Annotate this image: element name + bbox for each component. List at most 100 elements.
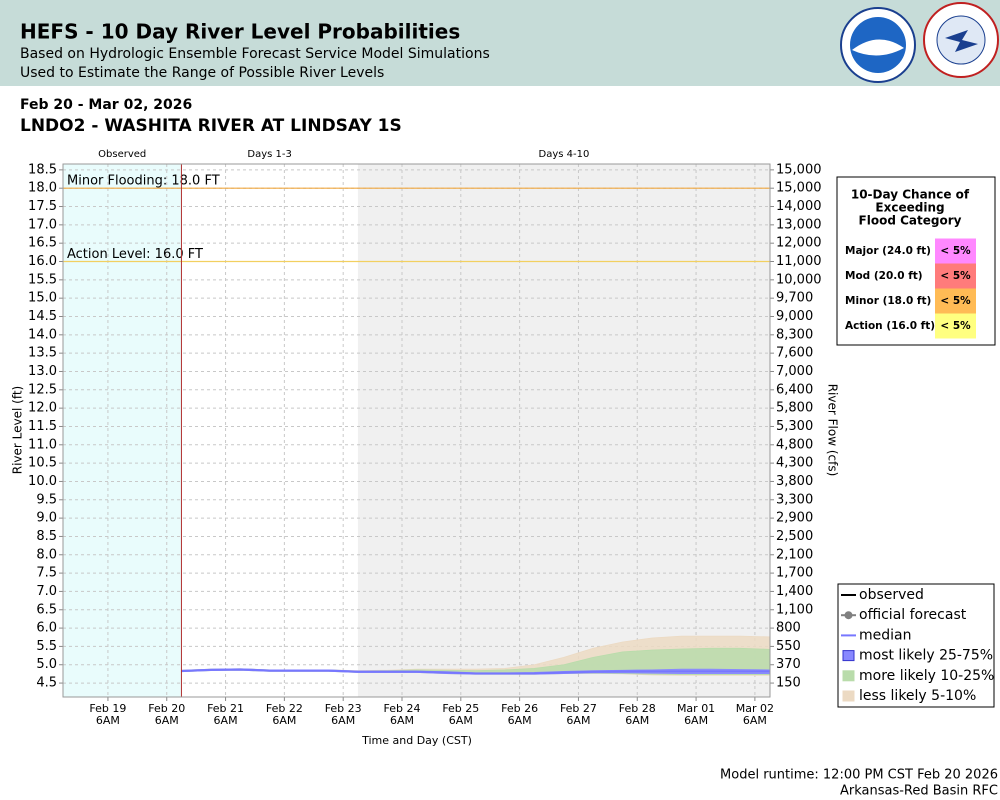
y2-tick-label: 12,000 <box>776 236 822 251</box>
x-tick-label: 6AM <box>508 714 532 727</box>
y2-tick-label: 3,300 <box>776 492 813 507</box>
threshold-label: Action Level: 16.0 FT <box>67 247 203 262</box>
y2-tick-label: 10,000 <box>776 272 822 287</box>
x-tick-label: 6AM <box>96 714 120 727</box>
x-tick-label: 6AM <box>625 714 649 727</box>
flood-table-title: Exceeding <box>875 201 944 215</box>
x-axis-title: Time and Day (CST) <box>361 734 472 747</box>
y-tick-label: 6.0 <box>36 621 57 636</box>
y2-tick-label: 7,000 <box>776 364 813 379</box>
x-tick-label: Feb 19 <box>89 702 126 715</box>
y-tick-label: 13.5 <box>28 346 57 361</box>
x-tick-label: Feb 22 <box>266 702 303 715</box>
legend-marker <box>844 611 853 620</box>
y2-tick-label: 8,300 <box>776 327 813 342</box>
legend-swatch <box>842 670 855 682</box>
y-tick-label: 17.5 <box>28 199 57 214</box>
y-tick-label: 9.0 <box>36 511 57 526</box>
y-tick-label: 8.5 <box>36 529 57 544</box>
y-tick-label: 12.0 <box>28 401 57 416</box>
header-band <box>0 0 1000 86</box>
forecast-region <box>63 164 182 697</box>
flood-chance: < 5% <box>940 320 971 332</box>
x-tick-label: Feb 25 <box>442 702 479 715</box>
y2-tick-label: 6,400 <box>776 382 813 397</box>
y-tick-label: 15.0 <box>28 291 57 306</box>
legend-swatch <box>842 650 855 662</box>
y-tick-label: 5.5 <box>36 639 57 654</box>
legend-label: most likely 25-75% <box>859 648 993 664</box>
y-tick-label: 12.5 <box>28 382 57 397</box>
flood-category: Action (16.0 ft) <box>845 320 935 332</box>
x-tick-label: Mar 02 <box>736 702 774 715</box>
flood-chance: < 5% <box>940 270 971 282</box>
y2-tick-label: 4,300 <box>776 456 813 471</box>
flood-category: Mod (20.0 ft) <box>845 270 923 282</box>
flood-category: Minor (18.0 ft) <box>845 295 931 307</box>
y-tick-label: 16.0 <box>28 254 57 269</box>
y-axis-title: River Level (ft) <box>11 386 25 474</box>
y-tick-label: 18.0 <box>28 181 57 196</box>
y-tick-label: 9.5 <box>36 492 57 507</box>
forecast-region <box>181 164 358 697</box>
legend-label: official forecast <box>859 607 967 623</box>
y2-tick-label: 800 <box>776 621 801 636</box>
y-tick-label: 7.5 <box>36 566 57 581</box>
x-tick-label: Feb 26 <box>501 702 538 715</box>
x-tick-label: 6AM <box>155 714 179 727</box>
flood-table-title: 10-Day Chance of <box>851 188 970 202</box>
y-tick-label: 14.5 <box>28 309 57 324</box>
y2-tick-label: 1,100 <box>776 602 813 617</box>
subtitle: Based on Hydrologic Ensemble Forecast Se… <box>20 46 490 62</box>
y2-tick-label: 3,800 <box>776 474 813 489</box>
flood-chance-cell <box>935 238 976 264</box>
subtitle: Used to Estimate the Range of Possible R… <box>20 65 384 81</box>
flood-table-title: Flood Category <box>859 214 962 228</box>
x-tick-label: 6AM <box>390 714 414 727</box>
flood-chance-cell <box>935 263 976 289</box>
x-tick-label: 6AM <box>449 714 473 727</box>
forecast-region <box>357 164 770 697</box>
x-tick-label: Feb 28 <box>619 702 656 715</box>
y2-tick-label: 2,500 <box>776 529 813 544</box>
y2-tick-label: 370 <box>776 657 801 672</box>
x-tick-label: Feb 27 <box>560 702 597 715</box>
station: LNDO2 - WASHITA RIVER AT LINDSAY 1S <box>20 116 402 136</box>
y-tick-label: 11.5 <box>28 419 57 434</box>
legend-label: observed <box>859 587 924 603</box>
x-tick-label: Feb 21 <box>207 702 244 715</box>
y2-tick-label: 7,600 <box>776 346 813 361</box>
y-tick-label: 5.0 <box>36 657 57 672</box>
y2-tick-label: 14,000 <box>776 199 822 214</box>
plot-frame <box>62 163 771 698</box>
region-label: Days 4-10 <box>539 149 590 160</box>
region-label: Observed <box>98 149 146 160</box>
region-label: Days 1-3 <box>247 149 291 160</box>
y-tick-label: 10.5 <box>28 456 57 471</box>
y2-tick-label: 2,100 <box>776 547 813 562</box>
y2-tick-label: 9,000 <box>776 309 813 324</box>
x-tick-label: 6AM <box>566 714 590 727</box>
x-tick-label: 6AM <box>272 714 296 727</box>
legend-label: median <box>859 627 911 643</box>
y2-tick-label: 150 <box>776 676 801 691</box>
y2-tick-label: 9,700 <box>776 291 813 306</box>
x-tick-label: Mar 01 <box>677 702 715 715</box>
x-tick-label: 6AM <box>743 714 767 727</box>
y-tick-label: 7.0 <box>36 584 57 599</box>
y2-tick-label: 1,400 <box>776 584 813 599</box>
y2-tick-label: 13,000 <box>776 217 822 232</box>
flood-chance-cell <box>935 288 976 314</box>
nws-logo <box>923 2 999 78</box>
x-tick-label: Feb 20 <box>148 702 185 715</box>
page-title: HEFS - 10 Day River Level Probabilities <box>20 20 460 44</box>
legend-label: less likely 5-10% <box>859 688 976 704</box>
flood-category: Major (24.0 ft) <box>845 245 931 257</box>
footer-office: Arkansas-Red Basin RFC <box>840 784 998 799</box>
y2-tick-label: 5,800 <box>776 401 813 416</box>
flood-chance: < 5% <box>940 295 971 307</box>
y2-tick-label: 15,000 <box>776 162 822 177</box>
y-tick-label: 14.0 <box>28 327 57 342</box>
